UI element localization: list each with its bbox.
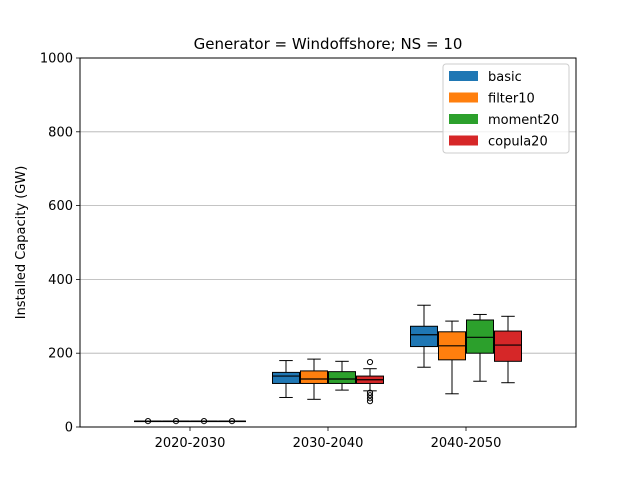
y-tick-label: 600: [48, 199, 73, 214]
box-basic: [410, 304, 438, 368]
box-basic: [272, 360, 300, 398]
box-moment20: [328, 360, 356, 391]
x-tick-label: 2030-2040: [293, 436, 364, 451]
box-moment20: [190, 417, 218, 425]
box-copula20: [356, 358, 384, 405]
box-copula20: [494, 315, 522, 384]
legend-label: filter10: [488, 92, 535, 107]
box-iqr: [272, 371, 300, 384]
box-filter10: [300, 358, 328, 400]
gridlines: [80, 131, 576, 354]
legend-label: copula20: [488, 135, 548, 150]
y-tick-label: 800: [48, 125, 73, 140]
y-tick-label: 0: [65, 421, 73, 436]
legend-swatch: [449, 92, 478, 103]
y-tick-label: 1000: [40, 52, 73, 67]
flier-point: [228, 417, 236, 425]
box-filter10: [162, 417, 190, 425]
x-tick-label: 2040-2050: [431, 436, 502, 451]
legend-swatch: [449, 135, 478, 146]
x-axis-ticks: 2020-2030 2030-2040 2040-2050: [155, 427, 502, 451]
flier-point: [366, 392, 374, 399]
y-axis-label: Installed Capacity (GW): [14, 166, 29, 320]
legend-swatch: [449, 71, 478, 81]
box-iqr: [328, 371, 356, 384]
flier-point: [144, 417, 152, 425]
legend-label: basic: [488, 70, 522, 85]
boxes: [134, 304, 522, 425]
y-axis-ticks: 0 200 400 600 800 1000: [40, 52, 80, 436]
flier-point: [200, 417, 208, 425]
chart-title: Generator = Windoffshore; NS = 10: [194, 35, 463, 53]
flier-point: [366, 398, 374, 405]
box-basic: [134, 417, 162, 425]
x-tick-label: 2020-2030: [155, 436, 226, 451]
y-tick-label: 200: [48, 347, 73, 362]
legend-label: moment20: [488, 113, 559, 128]
box-moment20: [466, 313, 494, 382]
legend-frame: [442, 63, 570, 154]
box-iqr: [300, 370, 328, 384]
box-iqr: [410, 325, 438, 348]
flier-point: [172, 417, 180, 425]
flier-point: [366, 358, 374, 366]
box-copula20: [218, 417, 246, 425]
box-iqr: [466, 319, 494, 354]
legend-swatch: [449, 114, 478, 124]
y-tick-label: 400: [48, 273, 73, 288]
box-filter10: [438, 320, 466, 395]
box-iqr: [494, 330, 522, 362]
flier-point: [366, 389, 374, 396]
legend: basic filter10 moment20 copula20: [442, 63, 570, 154]
